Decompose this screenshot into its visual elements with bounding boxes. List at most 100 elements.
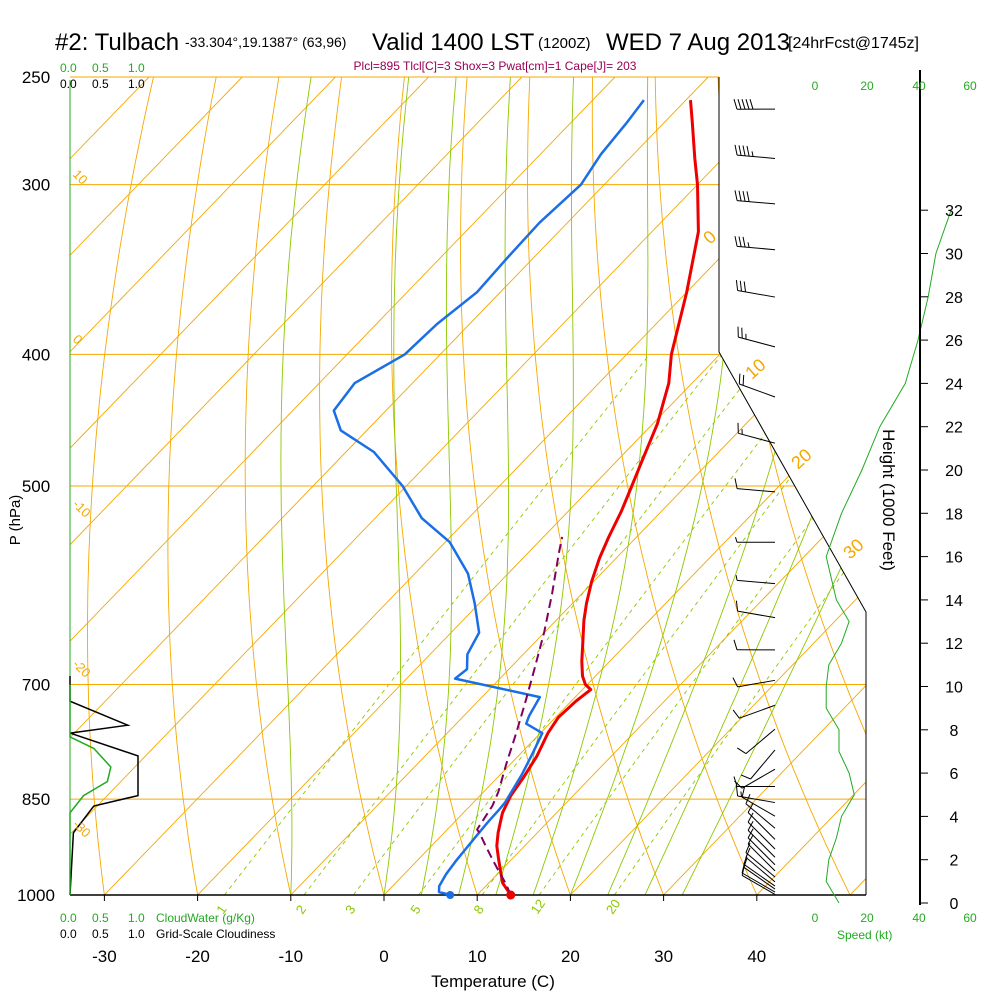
temperature-tick-label: 30	[654, 947, 673, 966]
cloudiness-scale-label: 0.5	[92, 927, 109, 941]
zulu-time: (1200Z)	[538, 35, 591, 52]
height-tick-label: 14	[945, 593, 963, 610]
wind-barb	[734, 236, 776, 251]
barb-staff	[737, 795, 776, 804]
pressure-tick-label: 700	[22, 676, 50, 695]
height-tick-label: 0	[950, 896, 959, 913]
temperature-tick-label: 10	[468, 947, 487, 966]
station-coords: -33.304°,19.1387° (63,96)	[185, 34, 346, 50]
pressure-tick-label: 850	[22, 790, 50, 809]
surface-temperature-marker	[506, 890, 516, 900]
dry-adiabat-line	[591, 77, 758, 895]
temperature-tick-label: 20	[561, 947, 580, 966]
mixing-ratio-label: 12	[528, 896, 549, 916]
barb-flag	[734, 478, 738, 489]
barb-flag	[747, 820, 754, 831]
wind-barb	[734, 144, 776, 159]
barb-staff	[738, 336, 776, 348]
wind-barb	[733, 639, 776, 651]
moist-adiabat-line	[280, 77, 312, 895]
barb-flag	[742, 374, 745, 386]
speed-scale-label: 40	[912, 911, 926, 925]
barb-flag	[738, 236, 742, 247]
barb-flag	[738, 190, 742, 202]
barb-half-flag	[735, 575, 738, 581]
mixing-ratio-line	[418, 354, 827, 895]
moist-adiabat-line	[495, 77, 575, 895]
wind-barb	[734, 768, 776, 789]
temperature-line	[495, 99, 700, 896]
barb-staff	[741, 768, 776, 789]
barb-flag	[733, 639, 738, 650]
height-tick-label: 12	[945, 636, 963, 653]
isotherm-label: 20	[787, 445, 815, 473]
pressure-axis-label: P (hPa)	[7, 495, 24, 546]
isotherm-label: 0	[699, 226, 720, 248]
dry-adiabat-line	[244, 77, 292, 895]
barb-staff	[747, 812, 776, 840]
barb-flag	[735, 785, 739, 797]
cloud-water-scale-label: 0.5	[92, 911, 109, 925]
speed-scale-label: 60	[963, 79, 977, 93]
dry-adiabat-line	[167, 77, 217, 895]
cloudiness-scale-label: 0.0	[60, 927, 77, 941]
parcel-line	[476, 536, 564, 896]
barb-flag	[747, 812, 754, 823]
height-tick-label: 26	[945, 333, 963, 350]
mixing-ratio-label: 8	[470, 902, 486, 917]
barb-half-flag	[751, 151, 754, 157]
forecast-label: [24hrFcst@1745z]	[788, 35, 919, 52]
barb-flag	[738, 373, 741, 385]
moist-adiabat-line	[383, 77, 410, 895]
barb-flag	[741, 786, 745, 798]
dry-adiabat-line	[969, 77, 1000, 895]
barb-flag	[738, 145, 742, 156]
pressure-tick-label: 300	[22, 176, 50, 195]
cloud-water-scale-label: 0.5	[92, 61, 109, 75]
wind-barb	[735, 785, 776, 804]
speed-scale-label: 20	[860, 911, 874, 925]
barb-staff	[745, 852, 776, 878]
isotherm-label: 10	[741, 355, 769, 383]
barb-staff	[741, 796, 776, 817]
isotherm-line	[663, 77, 866, 895]
speed-scale-label: 20	[860, 79, 874, 93]
height-tick-label: 18	[945, 506, 963, 523]
temperature-tick-label: -20	[185, 947, 210, 966]
dry-adiabat-line	[527, 77, 665, 895]
pressure-tick-label: 500	[22, 477, 50, 496]
barb-flag	[749, 99, 754, 110]
height-tick-label: 6	[950, 766, 959, 783]
wind-barb	[735, 280, 776, 298]
barb-staff	[743, 863, 776, 887]
mixing-ratio-line	[538, 354, 866, 895]
wind-barb	[747, 812, 776, 850]
pressure-tick-label: 400	[22, 345, 50, 364]
barb-half-flag	[740, 791, 742, 797]
barb-staff	[741, 874, 776, 895]
barb-staff	[745, 857, 776, 883]
mixing-ratio-label: 3	[342, 902, 358, 917]
cloud-water-scale-label: 0.0	[60, 61, 77, 75]
barb-staff	[737, 679, 776, 688]
cloudiness-scale-label: 0.0	[60, 77, 77, 91]
barb-flag	[740, 774, 751, 780]
barb-flag	[742, 236, 746, 248]
barb-flag	[746, 191, 750, 202]
barb-flag	[732, 709, 740, 719]
isotherm-line	[70, 77, 243, 895]
mixing-ratio-line	[224, 354, 650, 895]
height-tick-label: 8	[950, 723, 959, 740]
wind-barb	[745, 794, 776, 829]
cloud-water-scale-label: 1.0	[128, 911, 145, 925]
temperature-tick-label: -10	[279, 947, 304, 966]
pressure-tick-label: 250	[22, 68, 50, 87]
cloudiness-scale-label: 1.0	[128, 927, 145, 941]
cloudiness-scale-label: 1.0	[128, 77, 145, 91]
height-tick-label: 30	[945, 247, 963, 264]
speed-scale-label: 60	[963, 911, 977, 925]
wind-barb	[741, 786, 776, 817]
barb-staff	[737, 245, 776, 251]
